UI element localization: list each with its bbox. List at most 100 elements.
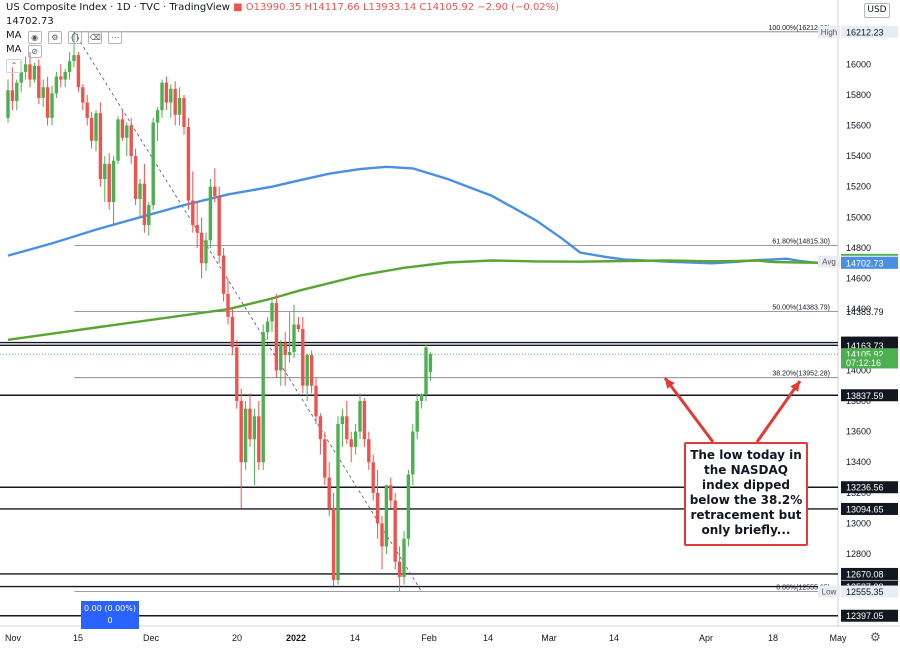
candle-down: [397, 561, 402, 578]
price-axis-tick-label: 14000: [846, 365, 871, 375]
time-axis-tick-label: 20: [232, 633, 242, 643]
candle-down: [309, 355, 314, 386]
candle-down: [296, 324, 301, 330]
candle-down: [120, 119, 125, 138]
candle-down: [45, 87, 50, 118]
candle-down: [85, 102, 89, 118]
candle-up: [111, 160, 116, 203]
ma-indicator-2[interactable]: MA ⊘: [6, 44, 42, 58]
price-tag-label: Avg: [822, 258, 836, 267]
price-label-bg: [841, 609, 898, 622]
collapse-legend-icon[interactable]: ⌃: [6, 59, 22, 73]
price-axis-tick-label: 16000: [846, 59, 871, 69]
candle-up: [340, 416, 345, 424]
moving-average-green: [7, 259, 827, 341]
candle-down: [89, 117, 94, 141]
candle-down: [28, 64, 32, 80]
candle-down: [283, 342, 287, 356]
candle-up: [32, 65, 37, 80]
more-icon[interactable]: ⋯: [108, 31, 123, 44]
candle-up: [204, 240, 208, 264]
price-axis-label: 12670.08: [846, 569, 884, 579]
candle-down: [318, 416, 323, 440]
candle-up: [270, 303, 274, 322]
price-axis-label: 14163.73: [846, 341, 884, 351]
ohlc-readout: O13990.35 H14117.66 L13933.14 C14105.92 …: [245, 2, 560, 13]
candle-down: [142, 183, 147, 225]
source-code-icon[interactable]: {}: [68, 31, 83, 44]
delete-icon[interactable]: ⌫: [88, 31, 103, 44]
price-axis-label: 14702.73: [846, 258, 884, 268]
candle-down: [37, 65, 41, 98]
price-axis-label: 13837.59: [846, 391, 884, 401]
candle-up: [419, 394, 424, 402]
candle-down: [199, 232, 204, 264]
candle-up: [424, 347, 428, 395]
measure-tooltip: 0.00 (0.00%) 0 0 bars,: [81, 601, 139, 637]
candle-down: [191, 200, 195, 225]
price-tag-bg: [818, 585, 840, 598]
measure-tooltip-change: 0.00 (0.00%) 0: [83, 604, 136, 625]
candle-up: [138, 183, 142, 199]
price-label-bg: [841, 25, 898, 38]
candle-up: [160, 82, 164, 111]
fib-level-label: 100.00%(16212.23): [769, 25, 831, 32]
candle-down: [389, 485, 393, 501]
time-axis-tick-label: Mar: [541, 633, 557, 643]
measure-tooltip-bars: 0 bars,: [96, 628, 124, 637]
fib-level-label: 38.20%(13952.28): [772, 371, 830, 378]
time-axis-tick-label: 18: [768, 633, 778, 643]
candle-up: [151, 122, 155, 206]
red-dot-icon: ■: [233, 2, 243, 13]
symbol-title[interactable]: US Composite Index · 1D · TVC · TradingV…: [6, 2, 230, 13]
candle-up: [50, 93, 54, 118]
candle-up: [252, 416, 257, 440]
price-tag-bg: [818, 255, 840, 268]
candle-down: [221, 255, 226, 294]
price-axis-tick-label: 15600: [846, 121, 871, 131]
eye-hidden-icon[interactable]: ⊘: [27, 45, 42, 58]
candle-down: [349, 439, 353, 447]
currency-button[interactable]: USD: [864, 3, 890, 18]
price-axis-label: 07:12:16: [846, 358, 881, 368]
candle-up: [428, 354, 433, 372]
chart-settings-icon[interactable]: ⚙: [870, 630, 881, 644]
time-axis-tick-label: 14: [483, 633, 493, 643]
candle-down: [226, 293, 230, 317]
candles-group: [6, 32, 433, 592]
candle-up: [208, 186, 213, 241]
price-axis-tick-label: 15000: [846, 212, 871, 222]
candle-up: [19, 71, 23, 83]
price-label-bg: [841, 567, 898, 580]
candle-down: [195, 224, 199, 233]
candle-up: [116, 119, 120, 161]
candle-up: [336, 423, 340, 581]
price-tag-label: High: [821, 28, 837, 37]
candle-up: [265, 321, 270, 333]
candle-down: [186, 127, 191, 201]
candle-up: [177, 97, 182, 115]
time-axis-tick-label: May: [829, 633, 847, 643]
fib-level-label: 61.80%(14815.30): [772, 239, 830, 246]
price-axis-tick-label: 14600: [846, 274, 871, 284]
candle-up: [15, 82, 19, 102]
price-axis-tick-label: 13000: [846, 518, 871, 528]
price-axis-tick-label: 14800: [846, 243, 871, 253]
annotation-callout[interactable]: The low today in the NASDAQ index dipped…: [684, 442, 808, 546]
settings-icon[interactable]: ⚙: [47, 31, 62, 44]
ma-indicator-1[interactable]: MA ◉ ⚙ {} ⌫ ⋯: [6, 30, 123, 44]
candle-up: [243, 408, 248, 463]
candle-down: [301, 329, 305, 386]
candle-up: [67, 61, 72, 72]
candle-down: [173, 88, 177, 115]
eye-icon[interactable]: ◉: [27, 31, 42, 44]
candle-down: [129, 125, 133, 157]
candle-up: [261, 332, 265, 463]
arrow-to-fib-head: [790, 381, 800, 392]
price-label-bg: [841, 356, 898, 369]
last-price-readout: 14702.73: [6, 16, 54, 27]
candle-down: [133, 156, 138, 199]
price-axis-label: 16212.23: [846, 27, 884, 37]
candle-up: [103, 163, 107, 180]
